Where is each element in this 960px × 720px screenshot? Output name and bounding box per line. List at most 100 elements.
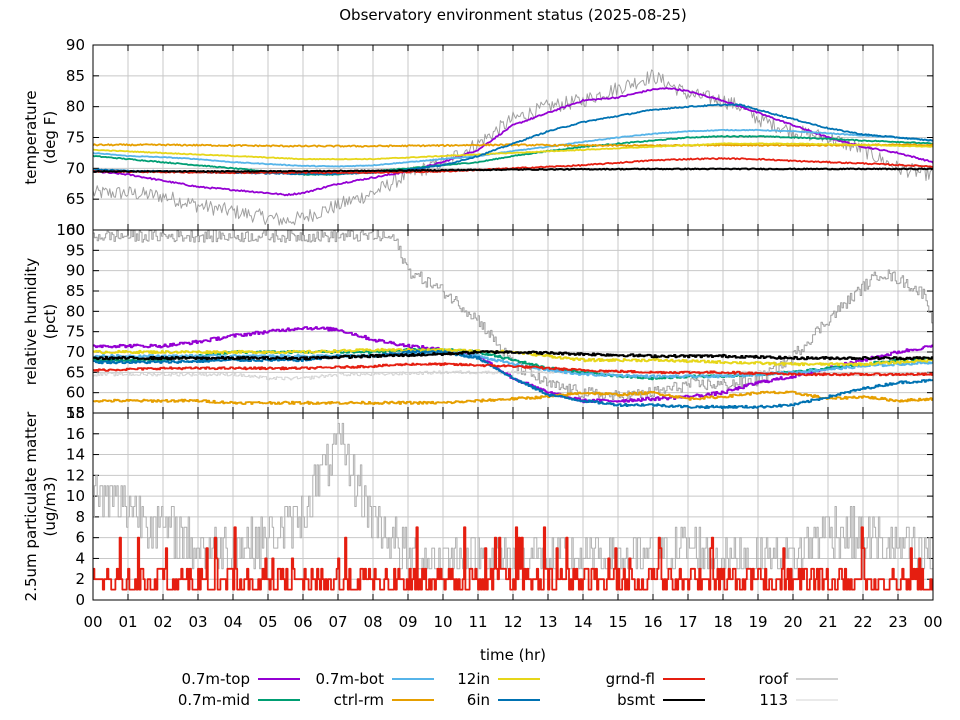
y-axis-label: 2.5um particulate matter	[22, 411, 40, 601]
legend-label: ctrl-rm	[334, 691, 384, 709]
legend-label: grnd-fl	[606, 670, 655, 688]
x-axis-label: time (hr)	[480, 646, 546, 664]
y-tick-label: 80	[66, 302, 85, 320]
series-line-0.7m-bot	[93, 128, 933, 168]
x-tick-label: 21	[818, 613, 837, 631]
legend-item-ctrl-rm: ctrl-rm	[334, 691, 434, 709]
panel-relative-humidity: 55 60 65 70 75 80 85 90 95 100 relative humidity (p…	[22, 221, 934, 422]
y-tick-label: 70	[66, 159, 85, 177]
y-tick-label: 55	[66, 404, 85, 422]
y-tick-label: 65	[66, 363, 85, 381]
y-axis-label: relative humidity	[22, 258, 40, 386]
x-tick-label: 00	[83, 613, 102, 631]
y-tick-label: 8	[75, 508, 85, 526]
x-tick-label: 19	[748, 613, 767, 631]
y-axis-unit: (pct)	[41, 304, 59, 339]
panel-temperature: 60 65 70 75 80 85 90 temperature (deg F)	[22, 36, 934, 239]
y-axis-unit: (deg F)	[41, 111, 59, 164]
x-tick-label: 05	[258, 613, 277, 631]
y-tick-label: 90	[66, 262, 85, 280]
y-tick-label: 12	[66, 466, 85, 484]
series-group	[93, 422, 933, 591]
y-tick-label: 70	[66, 343, 85, 361]
legend-label: 113	[759, 691, 788, 709]
x-tick-label: 12	[503, 613, 522, 631]
y-axis-unit: (ug/m3)	[41, 477, 59, 537]
x-tick-label: 20	[783, 613, 802, 631]
series-line-12in	[93, 142, 933, 161]
y-tick-label: 18	[66, 404, 85, 422]
series-line-ctrl-rm	[93, 143, 933, 148]
legend-item-0.7m-bot: 0.7m-bot	[316, 670, 434, 688]
x-tick-label: 11	[468, 613, 487, 631]
y-tick-label: 80	[66, 98, 85, 116]
y-tick-label: 14	[66, 446, 85, 464]
x-tick-label: 08	[363, 613, 382, 631]
y-axis-label: temperature	[22, 90, 40, 184]
x-tick-label: 04	[223, 613, 242, 631]
y-tick-label: 2	[75, 570, 85, 588]
y-tick-label: 60	[66, 221, 85, 239]
series-line-0.7m-top	[93, 87, 933, 197]
legend-label: 6in	[467, 691, 490, 709]
y-tick-label: 65	[66, 190, 85, 208]
series-line-0.7m-mid	[93, 134, 933, 176]
series-line-grnd-fl	[93, 526, 933, 591]
x-tick-labels: 00 01 02 03 04 05 06 07 08 09 10 11 12 13 14 15 16 17 18 19…	[83, 613, 942, 631]
legend-label: 0.7m-top	[182, 670, 250, 688]
series-line-bsmt	[93, 167, 933, 173]
x-tick-label: 18	[713, 613, 732, 631]
y-tick-label: 90	[66, 36, 85, 54]
plot-frame	[92, 412, 934, 601]
legend: 0.7m-top 0.7m-bot 12in grnd-fl roof 0.7m-mid c…	[178, 670, 838, 709]
y-tick-label: 10	[66, 487, 85, 505]
x-tick-label: 01	[118, 613, 137, 631]
legend-item-113: 113	[759, 691, 838, 709]
x-tick-label: 22	[853, 613, 872, 631]
series-group	[93, 230, 933, 409]
series-group	[93, 69, 933, 226]
x-tick-label: 23	[888, 613, 907, 631]
x-tick-label: 14	[573, 613, 592, 631]
y-tick-label: 75	[66, 323, 85, 341]
y-tick-label: 85	[66, 67, 85, 85]
y-tick-label: 6	[75, 529, 85, 547]
x-tick-label: 07	[328, 613, 347, 631]
x-tick-label: 10	[433, 613, 452, 631]
x-tick-label: 06	[293, 613, 312, 631]
legend-label: bsmt	[617, 691, 655, 709]
y-tick-label: 4	[75, 549, 85, 567]
x-tick-label: 00	[923, 613, 942, 631]
legend-item-roof: roof	[759, 670, 838, 688]
x-tick-label: 17	[678, 613, 697, 631]
x-tick-label: 03	[188, 613, 207, 631]
series-line-bsmt	[93, 350, 933, 361]
x-tick-label: 09	[398, 613, 417, 631]
y-tick-label: 95	[66, 241, 85, 259]
legend-item-12in: 12in	[457, 670, 540, 688]
x-tick-label: 15	[608, 613, 627, 631]
x-tick-label: 16	[643, 613, 662, 631]
series-line-roof	[93, 422, 933, 570]
x-tick-label: 02	[153, 613, 172, 631]
y-tick-label: 60	[66, 384, 85, 402]
legend-item-0.7m-top: 0.7m-top	[182, 670, 300, 688]
series-line-grnd-fl	[93, 362, 933, 377]
chart-title: Observatory environment status (2025-08-…	[339, 6, 687, 24]
panel-2-5um-particulate-matter: 0 2 4 6 8 10 12 14 16 18 2.5um particulate matter(…	[22, 404, 934, 609]
legend-item-grnd-fl: grnd-fl	[606, 670, 705, 688]
legend-label: 12in	[457, 670, 490, 688]
y-tick-label: 75	[66, 129, 85, 147]
x-tick-label: 13	[538, 613, 557, 631]
series-line-grnd-fl	[93, 157, 933, 175]
legend-label: 0.7m-mid	[178, 691, 250, 709]
legend-item-6in: 6in	[467, 691, 540, 709]
legend-item-0.7m-mid: 0.7m-mid	[178, 691, 300, 709]
y-tick-label: 85	[66, 282, 85, 300]
y-tick-label: 16	[66, 425, 85, 443]
series-line-ctrl-rm	[93, 390, 933, 405]
series-line-roof	[93, 69, 933, 226]
y-tick-label: 100	[56, 221, 85, 239]
